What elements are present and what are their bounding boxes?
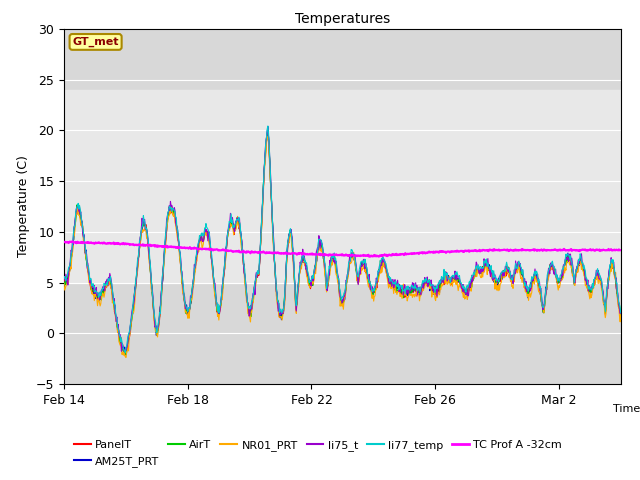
Bar <box>64 90 621 283</box>
Y-axis label: Temperature (C): Temperature (C) <box>17 156 30 257</box>
X-axis label: Time: Time <box>612 404 640 414</box>
Legend: PanelT, AM25T_PRT, AirT, NR01_PRT, li75_t, li77_temp, TC Prof A -32cm: PanelT, AM25T_PRT, AirT, NR01_PRT, li75_… <box>70 436 566 471</box>
Text: GT_met: GT_met <box>72 37 119 47</box>
Title: Temperatures: Temperatures <box>295 12 390 26</box>
